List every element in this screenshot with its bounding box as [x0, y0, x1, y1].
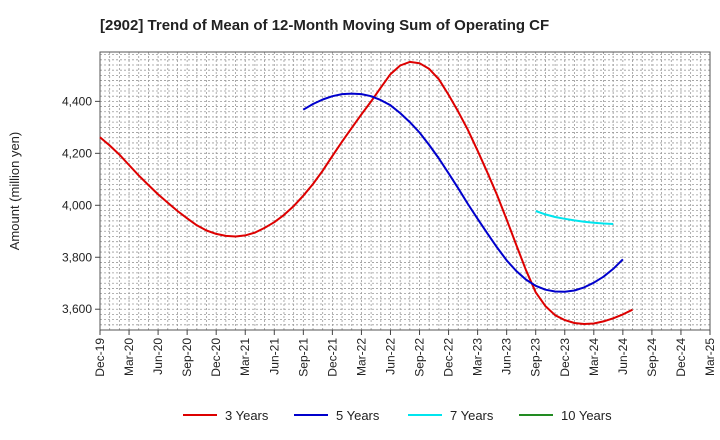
- x-tick-label: Jun-20: [151, 338, 165, 375]
- y-tick-label: 3,600: [62, 302, 92, 316]
- x-tick-label: Dec-21: [325, 338, 339, 377]
- y-tick-label: 4,000: [62, 198, 92, 212]
- series-line-3-years: [99, 60, 633, 325]
- x-tick-label: Mar-20: [122, 338, 136, 376]
- x-tick-label: Mar-25: [703, 338, 717, 376]
- x-tick-label: Sep-22: [413, 338, 427, 377]
- x-tick-label: Dec-23: [558, 338, 572, 377]
- legend-label: 5 Years: [336, 408, 380, 423]
- legend: 3 Years 5 Years 7 Years 10 Years: [183, 408, 612, 423]
- x-tick-label: Jun-21: [267, 338, 281, 375]
- legend-label: 7 Years: [450, 408, 494, 423]
- series-lines: [99, 60, 633, 325]
- y-tick-label: 4,200: [62, 146, 92, 160]
- chart-title: [2902] Trend of Mean of 12-Month Moving …: [100, 17, 549, 34]
- legend-label: 3 Years: [225, 408, 269, 423]
- x-tick-label: Sep-21: [296, 338, 310, 377]
- y-axis-label: Amount (million yen): [7, 132, 22, 251]
- y-tick-label: 4,400: [62, 94, 92, 108]
- y-tick-label: 3,800: [62, 250, 92, 264]
- x-tick-label: Sep-24: [645, 338, 659, 377]
- plot-area: [99, 51, 711, 331]
- y-axis-ticks: 3,600 3,800 4,000 4,200 4,400: [62, 94, 100, 316]
- x-tick-label: Mar-21: [238, 338, 252, 376]
- x-axis-ticks: Dec-19 Mar-20 Jun-20 Sep-20 Dec-20 Mar-21 Jun-…: [93, 330, 717, 377]
- series-line-5-years: [302, 92, 624, 293]
- gridlines: [100, 52, 710, 330]
- x-tick-label: Sep-23: [529, 338, 543, 377]
- legend-label: 10 Years: [561, 408, 612, 423]
- x-tick-label: Jun-22: [383, 338, 397, 375]
- x-tick-label: Jun-23: [500, 338, 514, 375]
- x-tick-label: Dec-20: [209, 338, 223, 377]
- x-tick-label: Sep-20: [180, 338, 194, 377]
- x-tick-label: Dec-24: [674, 338, 688, 377]
- x-tick-label: Dec-22: [442, 338, 456, 377]
- series-line-7-years: [535, 210, 614, 225]
- x-tick-label: Dec-19: [93, 338, 107, 377]
- x-tick-label: Jun-24: [616, 338, 630, 375]
- x-tick-label: Mar-23: [471, 338, 485, 376]
- x-tick-label: Mar-24: [587, 338, 601, 376]
- x-tick-label: Mar-22: [354, 338, 368, 376]
